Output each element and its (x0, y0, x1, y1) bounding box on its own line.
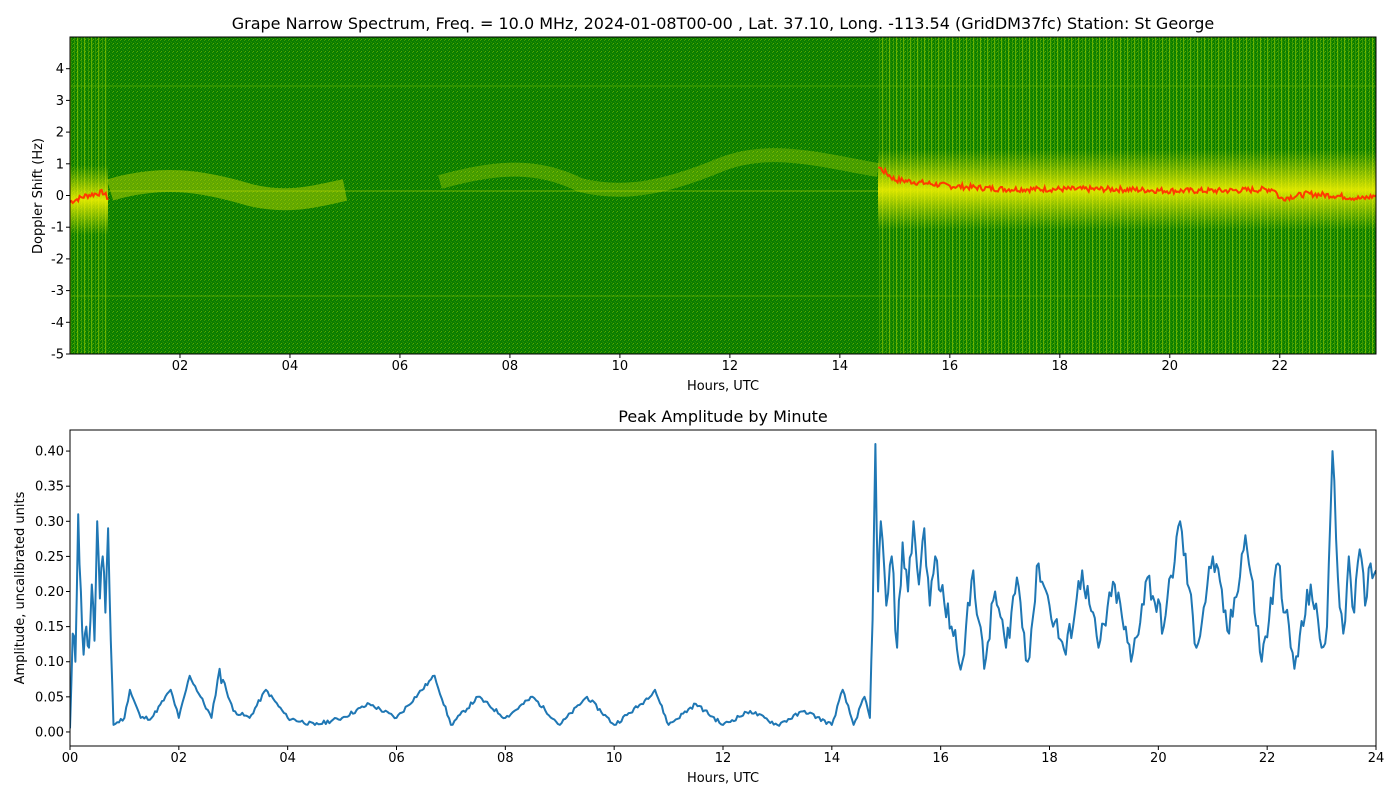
spectrum-x-tick-label: 12 (722, 359, 739, 374)
spectrum-y-tick-label: 2 (56, 126, 64, 141)
spectrum-x-tick-label: 08 (502, 359, 519, 374)
spectrum-y-tick-label: -1 (51, 221, 64, 236)
spectrum-x-label: Hours, UTC (687, 379, 759, 394)
spectrum-x-tick-label: 22 (1271, 359, 1288, 374)
amplitude-line (70, 443, 1376, 729)
amplitude-y-label: Amplitude, uncalibrated units (13, 491, 28, 684)
amplitude-x-tick-label: 02 (171, 751, 188, 766)
amplitude-chart-title: Peak Amplitude by Minute (618, 407, 828, 426)
spectrum-x-tick-label: 14 (832, 359, 849, 374)
amplitude-plot-frame (69, 429, 1377, 747)
spectrum-x-axis: 02 04 06 08 10 12 14 16 18 20 22 (172, 354, 1288, 374)
amplitude-x-axis: 00 02 04 06 08 10 12 14 16 18 20 22 24 (62, 746, 1385, 766)
amplitude-x-tick-label: 22 (1259, 751, 1276, 766)
spectrum-y-tick-label: 3 (56, 94, 64, 109)
spectrum-faint-arc-night (106, 169, 348, 211)
amplitude-x-tick-label: 08 (497, 751, 514, 766)
amplitude-y-tick-label: 0.10 (35, 655, 64, 670)
amplitude-x-tick-label: 04 (279, 751, 296, 766)
spectrum-peak-trace-early (70, 188, 109, 205)
spectrum-faint-arc-day (438, 148, 880, 197)
spectrum-y-tick-label: -4 (51, 316, 64, 331)
spectrum-y-tick-label: 1 (56, 157, 64, 172)
amplitude-x-tick-label: 18 (1041, 751, 1058, 766)
amplitude-chart: Peak Amplitude by Minute 00 02 04 06 08 10 12 1… (13, 407, 1384, 786)
spectrum-x-tick-label: 16 (942, 359, 959, 374)
amplitude-y-tick-label: 0.20 (35, 585, 64, 600)
amplitude-x-tick-label: 12 (715, 751, 732, 766)
spectrum-x-tick-label: 06 (392, 359, 409, 374)
spectrum-x-tick-label: 18 (1052, 359, 1069, 374)
amplitude-x-tick-label: 24 (1368, 751, 1385, 766)
spectrum-chart-title: Grape Narrow Spectrum, Freq. = 10.0 MHz,… (232, 14, 1215, 33)
amplitude-x-tick-label: 00 (62, 751, 79, 766)
amplitude-y-tick-label: 0.25 (35, 550, 64, 565)
amplitude-y-tick-label: 0.35 (35, 480, 64, 495)
amplitude-y-tick-label: 0.30 (35, 515, 64, 530)
spectrum-y-tick-label: 4 (56, 62, 64, 77)
amplitude-x-tick-label: 14 (824, 751, 841, 766)
amplitude-y-axis: 0.00 0.05 0.10 0.15 0.20 0.25 0.30 0.35 0.40 (35, 445, 70, 740)
spectrum-chart: Grape Narrow Spectrum, Freq. = 10.0 MHz,… (31, 14, 1377, 394)
spectrum-y-tick-label: -5 (51, 348, 64, 363)
amplitude-y-tick-label: 0.05 (35, 690, 64, 705)
spectrum-y-tick-label: -3 (51, 284, 64, 299)
spectrum-x-tick-label: 04 (282, 359, 299, 374)
spectrum-peak-trace (878, 166, 1376, 203)
amplitude-y-tick-label: 0.00 (35, 725, 64, 740)
spectrum-x-tick-label: 20 (1162, 359, 1179, 374)
amplitude-x-label: Hours, UTC (687, 771, 759, 786)
spectrum-y-label: Doppler Shift (Hz) (31, 138, 46, 254)
amplitude-y-tick-label: 0.40 (35, 445, 64, 460)
spectrum-y-tick-label: 0 (56, 189, 64, 204)
spectrum-y-tick-label: -2 (51, 252, 64, 267)
amplitude-y-tick-label: 0.15 (35, 620, 64, 635)
amplitude-x-tick-label: 10 (606, 751, 623, 766)
spectrum-x-tick-label: 10 (612, 359, 629, 374)
amplitude-x-tick-label: 20 (1150, 751, 1167, 766)
amplitude-x-tick-label: 06 (388, 751, 405, 766)
spectrum-x-tick-label: 02 (172, 359, 189, 374)
spectrum-y-axis: -5 -4 -3 -2 -1 0 1 2 3 4 (51, 62, 70, 363)
amplitude-x-tick-label: 16 (932, 751, 949, 766)
